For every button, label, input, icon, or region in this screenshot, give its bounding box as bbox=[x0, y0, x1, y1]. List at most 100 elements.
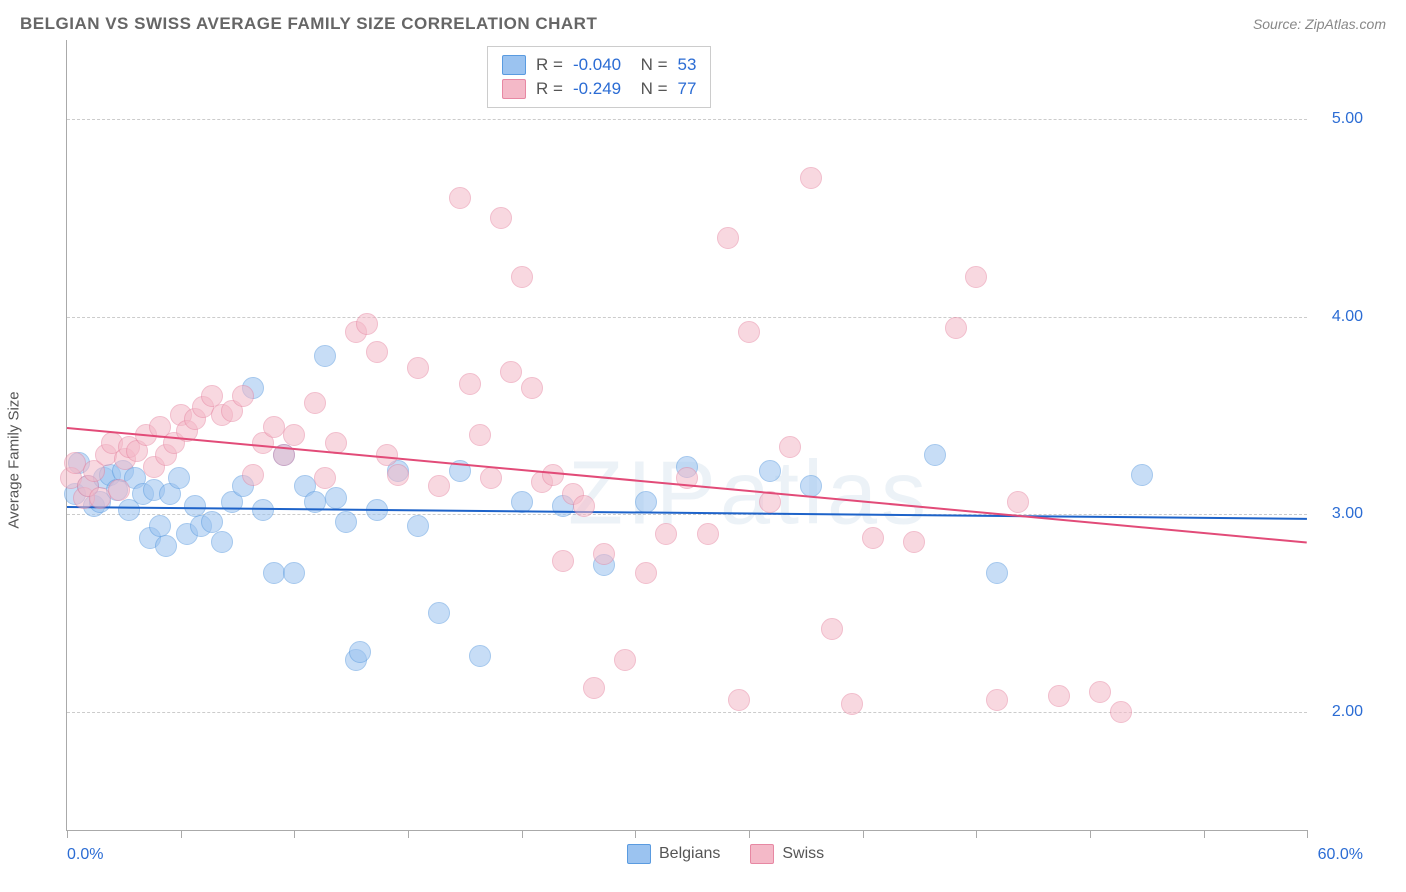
legend-r-label: R = bbox=[536, 79, 563, 99]
x-tick bbox=[67, 830, 68, 838]
legend-item: Belgians bbox=[627, 844, 720, 864]
plot-area: 2.003.004.005.000.0%60.0%ZIPatlasR = -0.… bbox=[66, 40, 1307, 831]
x-tick bbox=[1204, 830, 1205, 838]
data-point bbox=[862, 527, 884, 549]
x-axis-max-label: 60.0% bbox=[1318, 846, 1363, 864]
y-tick-label: 5.00 bbox=[1332, 110, 1363, 128]
data-point bbox=[349, 641, 371, 663]
data-point bbox=[635, 562, 657, 584]
data-point bbox=[263, 416, 285, 438]
data-point bbox=[469, 645, 491, 667]
legend-r-value: -0.040 bbox=[573, 55, 621, 75]
data-point bbox=[283, 562, 305, 584]
data-point bbox=[800, 167, 822, 189]
data-point bbox=[821, 618, 843, 640]
legend-n-value: 77 bbox=[678, 79, 697, 99]
data-point bbox=[511, 266, 533, 288]
data-point bbox=[366, 341, 388, 363]
data-point bbox=[314, 345, 336, 367]
x-tick bbox=[976, 830, 977, 838]
legend-swatch bbox=[502, 55, 526, 75]
data-point bbox=[283, 424, 305, 446]
data-point bbox=[155, 535, 177, 557]
legend-item-label: Swiss bbox=[782, 845, 824, 863]
legend-item: Swiss bbox=[750, 844, 824, 864]
data-point bbox=[387, 464, 409, 486]
legend-swatch bbox=[627, 844, 651, 864]
data-point bbox=[1007, 491, 1029, 513]
data-point bbox=[1131, 464, 1153, 486]
x-tick bbox=[863, 830, 864, 838]
data-point bbox=[583, 677, 605, 699]
data-point bbox=[201, 511, 223, 533]
source-label: Source: ZipAtlas.com bbox=[1253, 16, 1386, 32]
x-tick bbox=[635, 830, 636, 838]
x-tick bbox=[522, 830, 523, 838]
data-point bbox=[965, 266, 987, 288]
data-point bbox=[490, 207, 512, 229]
legend-n-value: 53 bbox=[678, 55, 697, 75]
data-point bbox=[1048, 685, 1070, 707]
x-tick bbox=[408, 830, 409, 838]
data-point bbox=[211, 531, 233, 553]
legend-stats: R = -0.040 N = 53R = -0.249 N = 77 bbox=[487, 46, 711, 108]
data-point bbox=[903, 531, 925, 553]
legend-stats-row: R = -0.249 N = 77 bbox=[502, 77, 696, 101]
data-point bbox=[201, 385, 223, 407]
data-point bbox=[593, 543, 615, 565]
x-tick bbox=[181, 830, 182, 838]
legend-r-value: -0.249 bbox=[573, 79, 621, 99]
data-point bbox=[1110, 701, 1132, 723]
data-point bbox=[697, 523, 719, 545]
data-point bbox=[428, 475, 450, 497]
data-point bbox=[841, 693, 863, 715]
data-point bbox=[779, 436, 801, 458]
data-point bbox=[759, 460, 781, 482]
x-tick bbox=[294, 830, 295, 838]
data-point bbox=[149, 515, 171, 537]
legend-r-label: R = bbox=[536, 55, 563, 75]
data-point bbox=[635, 491, 657, 513]
legend-stats-row: R = -0.040 N = 53 bbox=[502, 53, 696, 77]
data-point bbox=[480, 467, 502, 489]
data-point bbox=[552, 550, 574, 572]
data-point bbox=[573, 495, 595, 517]
legend-series: Belgians Swiss bbox=[627, 844, 824, 864]
y-axis-label: Average Family Size bbox=[6, 391, 23, 528]
data-point bbox=[376, 444, 398, 466]
legend-item-label: Belgians bbox=[659, 845, 720, 863]
data-point bbox=[521, 377, 543, 399]
data-point bbox=[500, 361, 522, 383]
data-point bbox=[304, 392, 326, 414]
legend-swatch bbox=[750, 844, 774, 864]
legend-n-label: N = bbox=[631, 79, 667, 99]
y-tick-label: 3.00 bbox=[1332, 505, 1363, 523]
data-point bbox=[232, 385, 254, 407]
x-axis-min-label: 0.0% bbox=[67, 846, 103, 864]
data-point bbox=[986, 562, 1008, 584]
data-point bbox=[945, 317, 967, 339]
chart-title: BELGIAN VS SWISS AVERAGE FAMILY SIZE COR… bbox=[20, 14, 597, 34]
x-tick bbox=[749, 830, 750, 838]
data-point bbox=[924, 444, 946, 466]
data-point bbox=[449, 187, 471, 209]
data-point bbox=[335, 511, 357, 533]
data-point bbox=[263, 562, 285, 584]
x-tick bbox=[1090, 830, 1091, 838]
data-point bbox=[356, 313, 378, 335]
data-point bbox=[655, 523, 677, 545]
y-tick-label: 4.00 bbox=[1332, 308, 1363, 326]
data-point bbox=[407, 357, 429, 379]
data-point bbox=[1089, 681, 1111, 703]
y-tick-label: 2.00 bbox=[1332, 703, 1363, 721]
data-point bbox=[459, 373, 481, 395]
x-tick bbox=[1307, 830, 1308, 838]
data-point bbox=[242, 464, 264, 486]
data-point bbox=[614, 649, 636, 671]
data-point bbox=[428, 602, 450, 624]
legend-n-label: N = bbox=[631, 55, 667, 75]
data-point bbox=[407, 515, 429, 537]
gridline bbox=[67, 119, 1307, 120]
data-point bbox=[469, 424, 491, 446]
data-point bbox=[986, 689, 1008, 711]
